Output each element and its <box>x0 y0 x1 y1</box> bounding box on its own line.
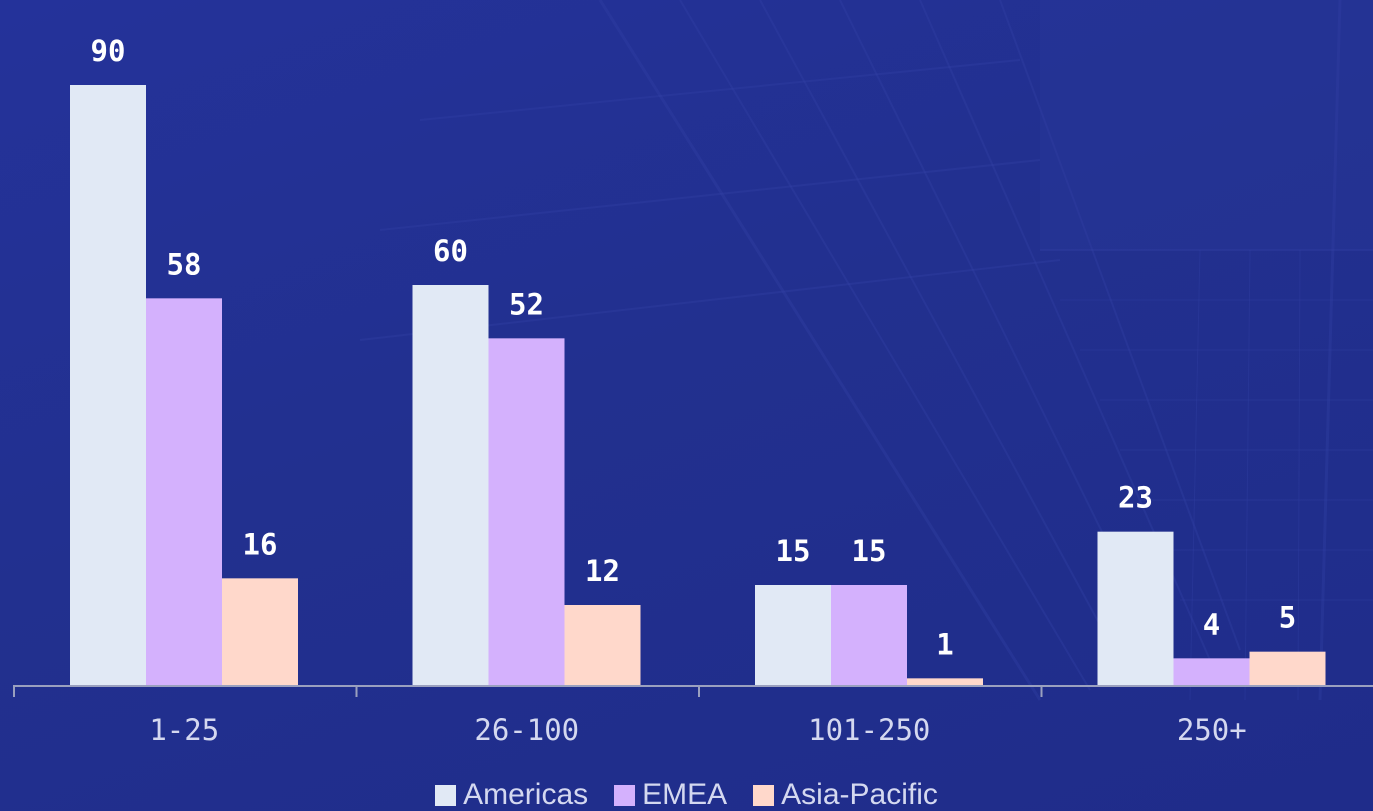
bar-emea-250[interactable] <box>1173 658 1250 685</box>
data-label-americas-101-250: 15 <box>776 534 811 568</box>
data-label-asia-pacific-250: 5 <box>1279 601 1296 635</box>
bar-asia-pacific-101-250[interactable] <box>907 678 983 685</box>
bar-asia-pacific-26-100[interactable] <box>564 605 641 685</box>
legend-item-emea[interactable]: EMEA <box>614 776 727 811</box>
data-label-americas-1-25: 90 <box>91 34 126 68</box>
legend-item-americas[interactable]: Americas <box>435 776 588 811</box>
bar-americas-1-25[interactable] <box>70 85 146 685</box>
bar-emea-101-250[interactable] <box>831 585 907 685</box>
data-label-americas-250: 23 <box>1118 481 1153 515</box>
data-label-asia-pacific-101-250: 1 <box>936 627 953 661</box>
legend-label-americas: Americas <box>463 778 589 811</box>
x-tick-label-101-250: 101-250 <box>808 713 930 747</box>
data-label-emea-250: 4 <box>1203 607 1220 641</box>
bar-americas-250[interactable] <box>1097 531 1174 685</box>
x-axis-ticks <box>13 686 1043 697</box>
legend-swatch-americas <box>435 784 457 806</box>
x-tick-label-250: 250+ <box>1177 713 1247 747</box>
bar-asia-pacific-1-25[interactable] <box>222 578 298 685</box>
legend: Americas EMEA Asia-Pacific <box>0 776 1373 811</box>
legend-label-emea: EMEA <box>642 778 728 811</box>
bars-layer <box>70 85 1326 685</box>
x-axis-tick-labels: 1-25 26-100 101-250 250+ <box>149 713 1246 747</box>
x-tick-label-1-25: 1-25 <box>149 713 219 747</box>
bar-asia-pacific-250[interactable] <box>1249 651 1326 685</box>
data-label-americas-26-100: 60 <box>433 234 468 268</box>
legend-swatch-asia-pacific <box>753 784 775 806</box>
data-label-emea-101-250: 15 <box>852 534 887 568</box>
bar-emea-26-100[interactable] <box>488 338 565 685</box>
legend-item-asia-pacific[interactable]: Asia-Pacific <box>753 776 938 811</box>
data-label-asia-pacific-26-100: 12 <box>585 554 620 588</box>
bar-emea-1-25[interactable] <box>146 298 222 685</box>
data-label-emea-1-25: 58 <box>167 247 202 281</box>
data-label-emea-26-100: 52 <box>509 287 544 321</box>
x-tick-label-26-100: 26-100 <box>474 713 579 747</box>
legend-label-asia-pacific: Asia-Pacific <box>781 778 938 811</box>
bar-americas-26-100[interactable] <box>412 285 489 685</box>
bar-americas-101-250[interactable] <box>755 585 831 685</box>
data-label-asia-pacific-1-25: 16 <box>243 527 278 561</box>
legend-swatch-emea <box>614 784 636 806</box>
